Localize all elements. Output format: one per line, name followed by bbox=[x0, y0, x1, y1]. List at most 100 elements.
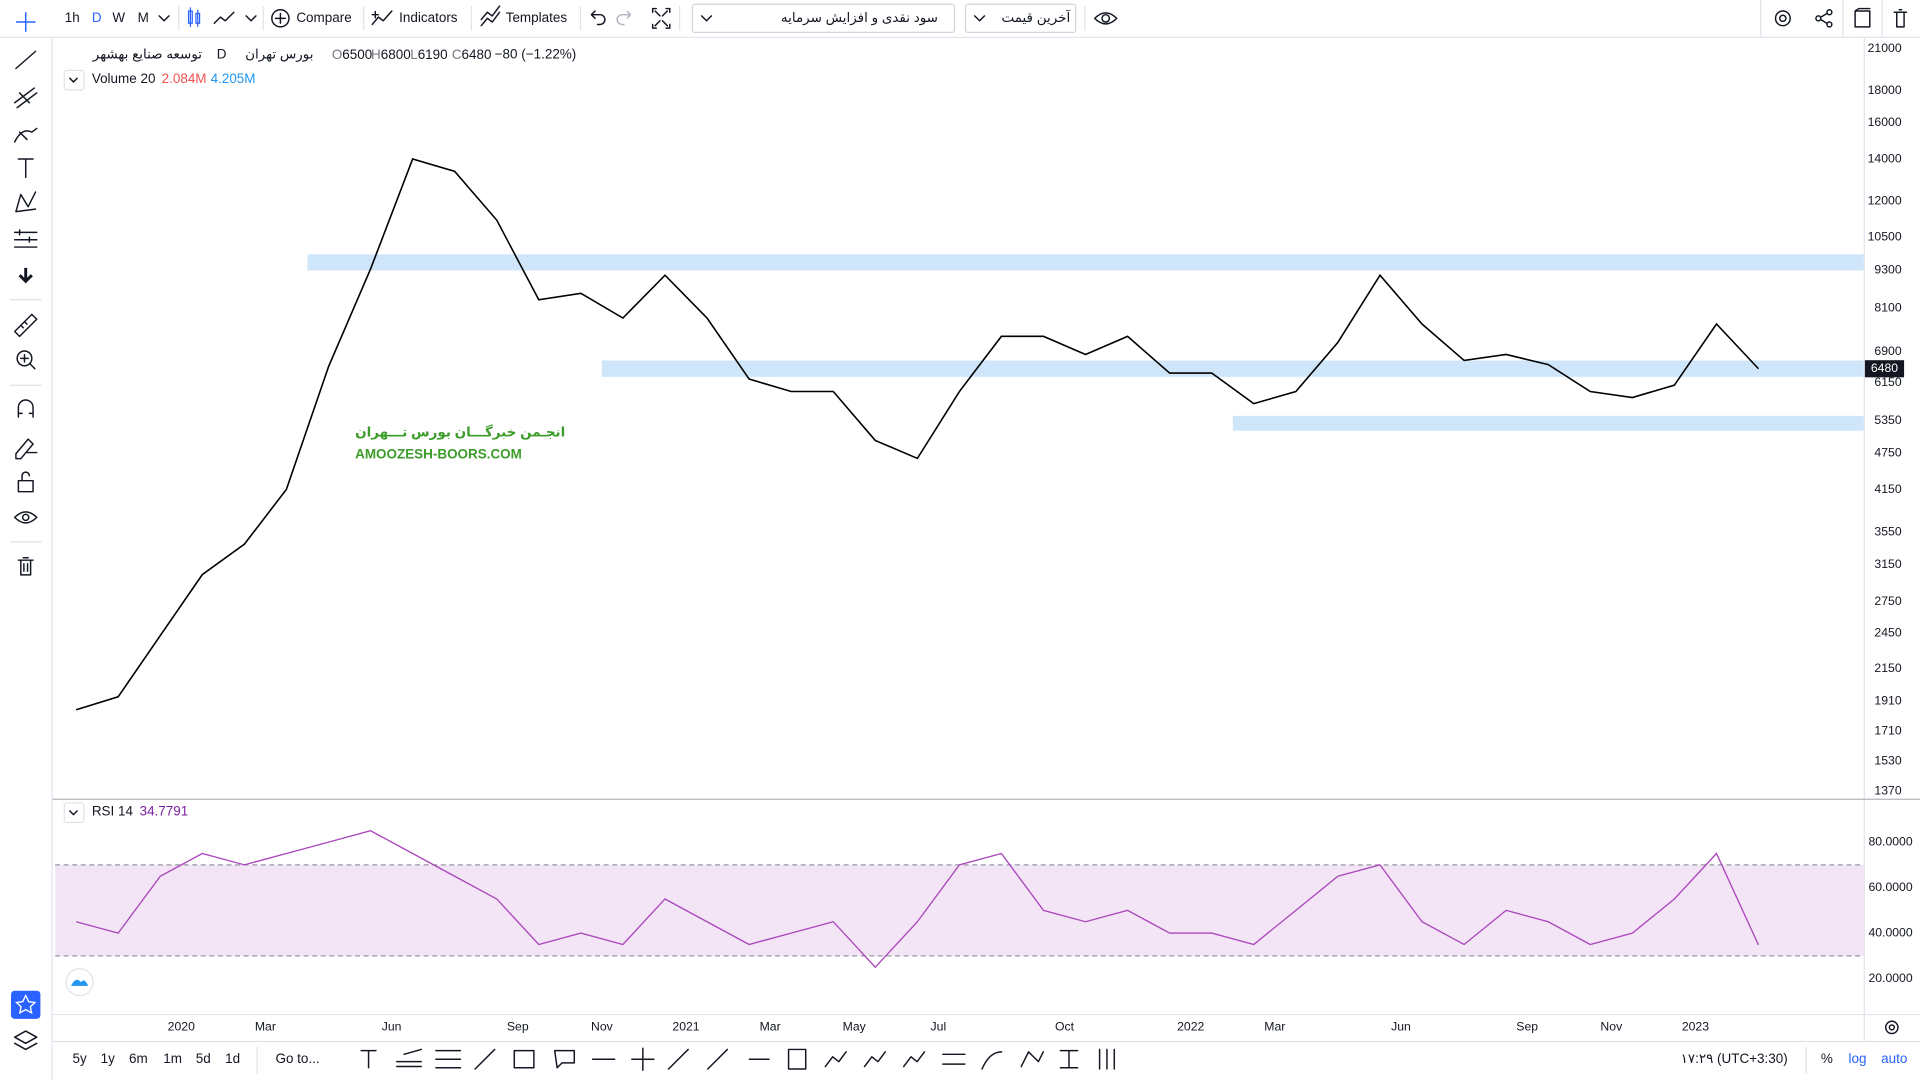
price-line bbox=[75, 158, 1760, 711]
compare-button[interactable]: Compare bbox=[271, 9, 352, 28]
ohlc-item: H6800 bbox=[371, 47, 411, 62]
stay-drawing-tool[interactable] bbox=[15, 438, 38, 460]
ohlc-item: L6190 bbox=[410, 47, 447, 62]
price-zone bbox=[1232, 415, 1864, 431]
x-tick-label: 2023 bbox=[1682, 1020, 1709, 1034]
compare-label: Compare bbox=[296, 10, 351, 25]
y-tick-label: 3550 bbox=[1874, 525, 1901, 539]
icon-tool[interactable] bbox=[18, 267, 33, 284]
templates-button[interactable]: Templates bbox=[480, 5, 568, 27]
prediction-tool[interactable] bbox=[13, 229, 38, 248]
interval-button[interactable]: W bbox=[112, 10, 125, 25]
percent-toggle[interactable]: % bbox=[1821, 1051, 1833, 1066]
y-tick-label: 2450 bbox=[1874, 626, 1901, 640]
watchlist-button[interactable] bbox=[11, 990, 41, 1019]
chart-type-menu[interactable] bbox=[245, 15, 257, 22]
share-button[interactable] bbox=[1815, 9, 1833, 28]
fullscreen-button[interactable] bbox=[651, 7, 671, 29]
range-button[interactable]: 1d bbox=[225, 1051, 240, 1066]
interval-group: 1h D W M bbox=[65, 10, 149, 25]
interval-menu[interactable] bbox=[158, 15, 170, 22]
goto-button[interactable]: Go to... bbox=[275, 1051, 319, 1066]
range-button[interactable]: 5d bbox=[196, 1051, 211, 1066]
x-tick-label: Mar bbox=[255, 1020, 276, 1034]
ohlc-letter: O bbox=[332, 47, 342, 62]
ruler-tool[interactable] bbox=[13, 313, 38, 338]
ohlc-value: 6480 bbox=[462, 47, 492, 62]
ohlc-letter: C bbox=[452, 47, 462, 62]
eye-button[interactable] bbox=[1093, 12, 1118, 25]
ohlc-value: 6190 bbox=[418, 47, 448, 62]
zoom-tool[interactable] bbox=[16, 350, 36, 370]
x-tick-label: Sep bbox=[1516, 1020, 1538, 1034]
interval-button[interactable]: M bbox=[138, 10, 149, 25]
left-toolbar bbox=[9, 12, 42, 1051]
volume-ma: 4.205M bbox=[211, 71, 256, 86]
text-tool[interactable] bbox=[17, 158, 34, 179]
x-tick-label: Oct bbox=[1055, 1020, 1075, 1034]
interval-button[interactable]: D bbox=[92, 10, 102, 25]
y-tick-label: 21000 bbox=[1868, 41, 1902, 55]
indicators-label: Indicators bbox=[399, 10, 458, 25]
rsi-legend: RSI 14 34.7791 bbox=[63, 802, 188, 824]
symbol-interval: D bbox=[217, 47, 227, 62]
ohlc-letter: L bbox=[410, 47, 418, 62]
volume-value: 2.084M bbox=[162, 71, 207, 86]
y-tick-label: 4150 bbox=[1874, 482, 1901, 496]
last-price-marker bbox=[1864, 360, 1905, 378]
y-tick-label: 1370 bbox=[1874, 784, 1901, 798]
trendline-tool[interactable] bbox=[15, 50, 37, 70]
log-toggle[interactable]: log bbox=[1849, 1051, 1867, 1066]
snapshot-button[interactable] bbox=[1854, 7, 1871, 28]
ohlc-letter: H bbox=[371, 47, 381, 62]
redo-button[interactable] bbox=[616, 10, 632, 26]
ohlc-item: C6480 bbox=[452, 47, 492, 62]
y-tick-label: 1530 bbox=[1874, 754, 1901, 768]
undo-button[interactable] bbox=[590, 10, 606, 26]
price-change: −80 (−1.22%) bbox=[495, 47, 577, 62]
price-zone bbox=[601, 360, 1864, 377]
layers-button[interactable] bbox=[13, 1030, 38, 1051]
y-tick-label: 12000 bbox=[1868, 193, 1902, 207]
lock-tool[interactable] bbox=[17, 471, 34, 493]
price-source-dropdown[interactable]: آخرین قیمت bbox=[964, 3, 1077, 34]
x-tick-label: Nov bbox=[1600, 1020, 1623, 1034]
dividend-dropdown[interactable]: سود نقدی و افزایش سرمایه bbox=[691, 3, 956, 34]
remove-tool[interactable] bbox=[17, 557, 34, 576]
axes: 21000 18000 16000 14000 12000 10500 9300 8100 69… bbox=[168, 41, 1913, 1033]
axis-settings[interactable] bbox=[1884, 1020, 1899, 1035]
y-tick-label: 9300 bbox=[1874, 263, 1901, 277]
templates-label: Templates bbox=[506, 10, 568, 25]
ohlc-item: O6500 bbox=[332, 47, 372, 62]
ohlc-value: 6500 bbox=[342, 47, 372, 62]
range-button[interactable]: 5y bbox=[72, 1051, 86, 1066]
drawing-shortcuts bbox=[360, 1047, 1116, 1071]
x-tick-label: May bbox=[843, 1020, 867, 1034]
brush-tool[interactable] bbox=[13, 127, 38, 143]
range-button[interactable]: 1m bbox=[163, 1051, 182, 1066]
last-price-label: 6480 bbox=[1871, 361, 1898, 375]
fib-tool[interactable] bbox=[13, 87, 38, 109]
y-tick-label: 16000 bbox=[1868, 115, 1902, 129]
range-button[interactable]: 6m bbox=[129, 1051, 148, 1066]
pattern-tool[interactable] bbox=[15, 191, 37, 213]
line-type-button[interactable] bbox=[213, 11, 235, 24]
auto-toggle[interactable]: auto bbox=[1881, 1051, 1907, 1066]
hide-tool[interactable] bbox=[13, 511, 38, 524]
x-tick-label: 2021 bbox=[672, 1020, 699, 1034]
watermark-persian: انجـمن خبرگـــان بورس تـــهران bbox=[355, 424, 565, 440]
y-tick-label: 2750 bbox=[1874, 594, 1901, 608]
settings-button[interactable] bbox=[1774, 10, 1791, 27]
crosshair-tool[interactable] bbox=[15, 12, 36, 32]
indicators-button[interactable]: Indicators bbox=[371, 10, 458, 26]
interval-button[interactable]: 1h bbox=[65, 10, 80, 25]
candle-type-button[interactable] bbox=[187, 7, 201, 27]
y-tick-label: 14000 bbox=[1868, 151, 1902, 165]
y-tick-label: 8100 bbox=[1874, 300, 1901, 314]
symbol-name: توسعه صنایع بهشهر bbox=[92, 47, 203, 63]
range-button[interactable]: 1y bbox=[101, 1051, 115, 1066]
x-tick-label: 2020 bbox=[168, 1020, 195, 1034]
magnet-tool[interactable] bbox=[17, 399, 34, 418]
trash-top-button[interactable] bbox=[1893, 9, 1908, 28]
rsi-pane bbox=[55, 830, 1864, 969]
